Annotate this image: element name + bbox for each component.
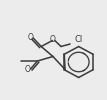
Text: Cl: Cl (74, 34, 83, 44)
Text: O: O (50, 36, 56, 44)
Text: O: O (25, 65, 31, 74)
Text: O: O (28, 33, 33, 42)
